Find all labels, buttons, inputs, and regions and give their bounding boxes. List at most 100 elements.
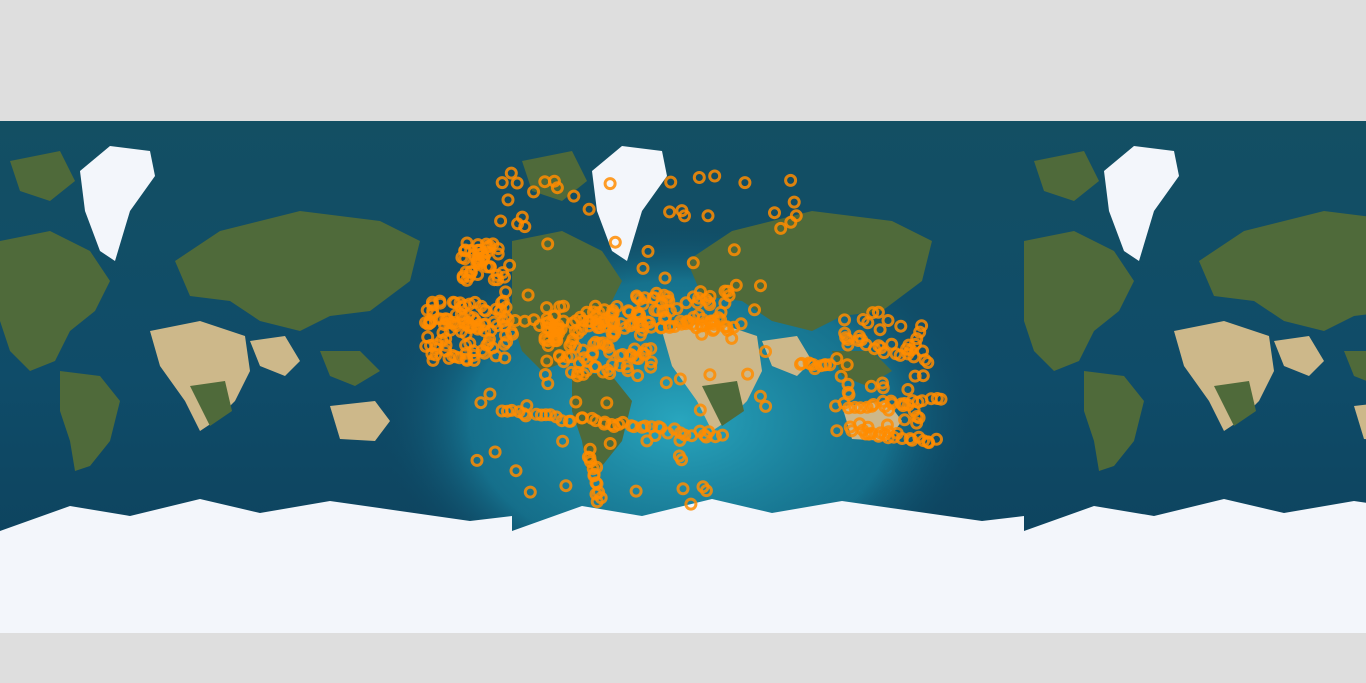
observation-marker[interactable] — [580, 354, 594, 368]
observation-marker[interactable] — [453, 296, 467, 310]
observation-marker[interactable] — [853, 329, 866, 343]
observation-marker[interactable] — [670, 302, 684, 316]
observation-marker[interactable] — [541, 377, 555, 391]
observation-marker[interactable] — [729, 278, 743, 292]
observation-marker[interactable] — [702, 295, 716, 309]
observation-marker[interactable] — [553, 300, 567, 314]
observation-marker[interactable] — [784, 173, 798, 187]
observation-marker[interactable] — [608, 235, 622, 249]
observation-marker[interactable] — [613, 359, 627, 373]
observation-marker[interactable] — [672, 449, 686, 463]
observation-marker[interactable] — [498, 270, 511, 284]
observation-marker[interactable] — [839, 331, 853, 345]
observation-marker[interactable] — [727, 243, 741, 257]
observation-marker[interactable] — [564, 414, 577, 428]
observation-marker[interactable] — [673, 372, 687, 386]
observation-marker[interactable] — [483, 260, 497, 274]
observation-marker[interactable] — [638, 419, 652, 433]
observation-marker[interactable] — [930, 432, 943, 446]
observation-marker[interactable] — [590, 495, 604, 509]
observation-marker[interactable] — [483, 387, 497, 401]
observation-marker[interactable] — [856, 313, 870, 326]
observation-marker[interactable] — [913, 325, 927, 339]
observation-marker[interactable] — [898, 397, 912, 410]
observation-marker[interactable] — [754, 279, 767, 293]
observation-marker[interactable] — [499, 328, 512, 342]
observation-marker[interactable] — [701, 209, 715, 223]
observation-marker[interactable] — [841, 377, 855, 391]
observation-marker[interactable] — [894, 319, 908, 333]
observation-marker[interactable] — [882, 403, 896, 417]
observation-marker[interactable] — [474, 396, 488, 410]
observation-marker[interactable] — [491, 247, 505, 261]
observation-marker[interactable] — [439, 332, 453, 346]
observation-marker[interactable] — [864, 379, 878, 393]
observation-marker[interactable] — [910, 332, 924, 346]
observation-marker[interactable] — [901, 383, 915, 396]
observation-marker[interactable] — [461, 315, 475, 329]
observation-marker[interactable] — [510, 176, 524, 190]
observation-marker[interactable] — [905, 433, 919, 447]
observation-marker[interactable] — [734, 317, 748, 331]
observation-marker[interactable] — [563, 339, 577, 353]
observation-marker[interactable] — [576, 343, 590, 357]
observation-marker[interactable] — [845, 424, 859, 438]
observation-marker[interactable] — [703, 368, 717, 382]
observation-marker[interactable] — [658, 271, 672, 285]
observation-marker[interactable] — [866, 306, 880, 320]
observation-marker[interactable] — [702, 425, 716, 439]
observation-marker[interactable] — [603, 437, 617, 450]
observation-marker[interactable] — [636, 261, 650, 275]
observation-marker[interactable] — [741, 367, 755, 381]
observation-marker[interactable] — [644, 355, 658, 369]
observation-marker[interactable] — [540, 301, 554, 315]
observation-marker[interactable] — [840, 358, 854, 372]
observation-marker[interactable] — [631, 369, 645, 383]
world-map[interactable] — [0, 121, 1366, 633]
observation-marker[interactable] — [523, 485, 537, 499]
observation-marker[interactable] — [916, 344, 929, 358]
observation-marker[interactable] — [471, 252, 485, 266]
observation-marker[interactable] — [570, 369, 584, 383]
observation-marker[interactable] — [593, 321, 607, 334]
observation-marker[interactable] — [445, 316, 459, 330]
observation-marker[interactable] — [898, 413, 912, 427]
observation-marker[interactable] — [841, 338, 855, 352]
observation-marker[interactable] — [784, 215, 798, 229]
observation-marker[interactable] — [567, 189, 581, 203]
observation-marker[interactable] — [600, 396, 614, 410]
observation-marker[interactable] — [588, 299, 602, 313]
observation-marker[interactable] — [873, 323, 887, 337]
observation-marker[interactable] — [616, 348, 630, 361]
observation-marker[interactable] — [759, 345, 772, 358]
observation-marker[interactable] — [934, 392, 948, 406]
observation-marker[interactable] — [753, 389, 767, 403]
observation-marker[interactable] — [608, 327, 622, 341]
observation-marker[interactable] — [509, 464, 523, 478]
observation-marker[interactable] — [620, 360, 634, 374]
observation-marker[interactable] — [829, 399, 843, 413]
observation-marker[interactable] — [556, 434, 570, 448]
observation-marker[interactable] — [576, 314, 590, 328]
observation-marker[interactable] — [501, 193, 515, 207]
observation-marker[interactable] — [774, 221, 788, 235]
observation-marker[interactable] — [541, 237, 555, 251]
observation-marker[interactable] — [904, 343, 918, 357]
observation-marker[interactable] — [838, 313, 851, 327]
observation-marker[interactable] — [644, 360, 658, 374]
observation-marker[interactable] — [641, 244, 655, 258]
observation-marker[interactable] — [881, 314, 895, 327]
observation-marker[interactable] — [686, 256, 700, 270]
observation-marker[interactable] — [738, 176, 752, 190]
observation-marker[interactable] — [624, 319, 637, 333]
observation-marker[interactable] — [871, 305, 885, 319]
observation-marker[interactable] — [842, 401, 856, 415]
observation-marker[interactable] — [673, 433, 687, 447]
observation-marker[interactable] — [916, 369, 930, 383]
observation-marker[interactable] — [659, 376, 673, 390]
observation-marker[interactable] — [467, 353, 481, 367]
observation-marker[interactable] — [605, 307, 619, 321]
observation-marker[interactable] — [547, 174, 561, 188]
observation-marker[interactable] — [505, 403, 519, 417]
observation-marker[interactable] — [872, 429, 886, 443]
